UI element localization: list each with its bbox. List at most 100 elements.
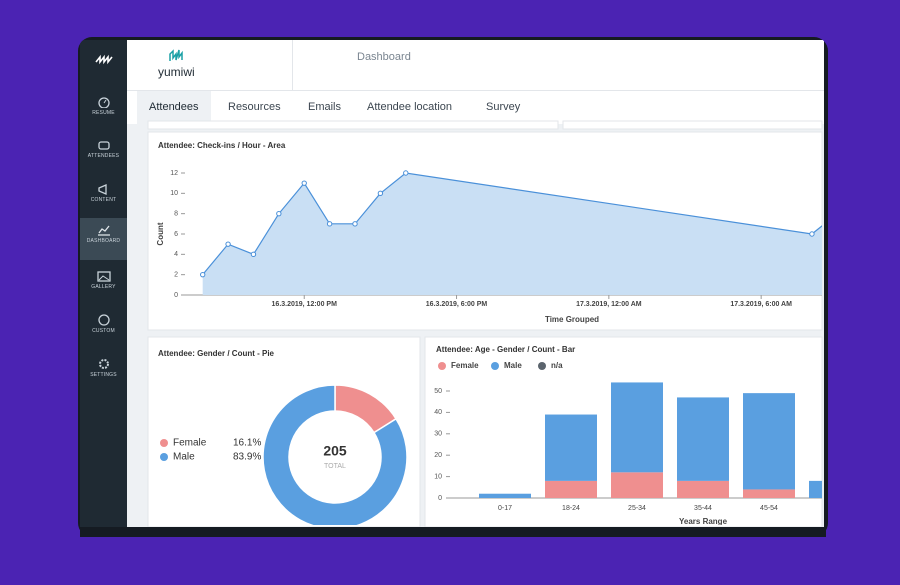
y-tick-label: 0 [438,495,442,502]
x-tick-label: 16.3.2019, 12:00 PM [272,301,338,308]
nav-item[interactable]: CUSTOM [80,308,127,350]
nav-label: ATTENDEES [87,153,120,159]
legend-swatch [160,453,168,461]
chart-title: Attendee: Check-ins / Hour - Area [158,141,286,150]
y-tick-label: 4 [174,251,178,258]
y-tick-label: 30 [434,431,442,438]
x-tick-label: 25-34 [628,505,646,512]
bar-segment [743,393,795,490]
data-point [199,271,206,278]
nav-item[interactable]: ATTENDEES [80,133,127,175]
y-tick-label: 10 [434,473,442,480]
x-tick-label: 45-54 [760,505,778,512]
y-tick-label: 0 [174,292,178,299]
y-tick-label: 10 [170,190,178,197]
legend-swatch [438,362,446,370]
bar-segment [611,382,663,473]
header: yumiwi Dashboard [127,40,824,91]
donut-slice [262,384,408,525]
data-point [250,251,257,258]
donut-chart: Attendee: Gender / Count - Pie Female 16.1… [158,349,408,525]
y-axis-title: Count [156,222,165,245]
nav-label: RESUME [92,110,115,116]
nav-item[interactable]: RESUME [80,90,127,132]
tab[interactable]: Emails [308,101,342,113]
data-point [377,190,384,197]
legend-label: Male [173,452,195,463]
frame-bottom [80,527,826,537]
chart-title: Attendee: Age - Gender / Count - Bar [436,345,575,354]
nav-label: SETTINGS [90,372,117,378]
logo-text: yumiwi [158,65,195,79]
y-tick-label: 40 [434,409,442,416]
x-tick-label: 17.3.2019, 12:00 AM [576,301,642,308]
x-tick-label: 18-24 [562,505,580,512]
legend-swatch [491,362,499,370]
legend-label: n/a [551,361,563,370]
data-point [326,221,333,227]
nav-label: CUSTOM [92,328,115,334]
bar-segment [809,480,822,498]
panel [562,120,823,130]
nav-item[interactable]: CONTENT [80,177,127,219]
nav-label: GALLERY [91,284,116,290]
legend-value: 83.9% [233,452,261,463]
page-title: Dashboard [357,51,411,63]
nav-item[interactable]: GALLERY [80,264,127,306]
x-tick-label: 0-17 [498,505,512,512]
logo-mark [95,54,113,65]
legend-label: Female [451,361,479,370]
data-point [225,241,231,247]
legend-value: 16.1% [233,438,261,449]
y-tick-label: 50 [434,388,442,395]
bar-segment [479,493,531,498]
tab-bar: Attendees Resources Emails Attendee loca… [127,91,824,124]
y-tick-label: 12 [170,170,178,177]
x-tick-label: 17.3.2019, 6:00 AM [730,301,792,308]
bar-segment [743,489,795,498]
tab[interactable]: Attendees [137,91,211,124]
chart-title: Attendee: Gender / Count - Pie [158,349,275,358]
divider [292,40,293,90]
y-tick-label: 6 [174,231,178,238]
bar-segment [545,480,597,498]
data-point [301,180,307,186]
x-axis-title: Years Range [679,517,728,526]
tab[interactable]: Attendee location [367,101,453,113]
bar-segment [545,414,597,481]
x-tick-label: 35-44 [694,505,712,512]
tab[interactable]: Resources [228,101,281,113]
x-tick-label: 16.3.2019, 6:00 PM [426,301,488,308]
bar-segment [611,472,663,498]
legend-label: Female [173,438,207,449]
data-point [809,231,815,237]
legend-swatch [160,439,168,447]
nav-item[interactable]: SETTINGS [80,352,127,394]
donut-total-label: TOTAL [324,463,346,470]
nav-item[interactable]: DASHBOARD [80,218,127,260]
bar-segment [677,480,729,498]
legend-label: Male [504,361,522,370]
x-axis-title: Time Grouped [545,315,599,324]
data-point [403,170,409,176]
panel [147,120,559,130]
nav-label: DASHBOARD [86,238,121,244]
data-point [352,221,358,227]
legend-swatch [538,362,546,370]
nav-label: CONTENT [90,197,117,203]
y-tick-label: 20 [434,452,442,459]
tab[interactable]: Survey [486,101,521,113]
y-tick-label: 8 [174,211,178,218]
y-tick-label: 2 [174,272,178,279]
logo-icon [169,49,183,61]
bar-segment [677,397,729,481]
area-chart: Attendee: Check-ins / Hour - Area 0 2 4 6 8 10… [156,141,839,324]
area-fill [202,173,822,295]
data-point [835,211,839,215]
bar-chart: Attendee: Age - Gender / Count - Bar Fema… [434,345,822,526]
data-point [276,210,282,217]
donut-total: 205 [323,443,347,459]
sidebar: RESUME ATTENDEES CONTENT DASHBOARD GALLE… [80,40,127,527]
